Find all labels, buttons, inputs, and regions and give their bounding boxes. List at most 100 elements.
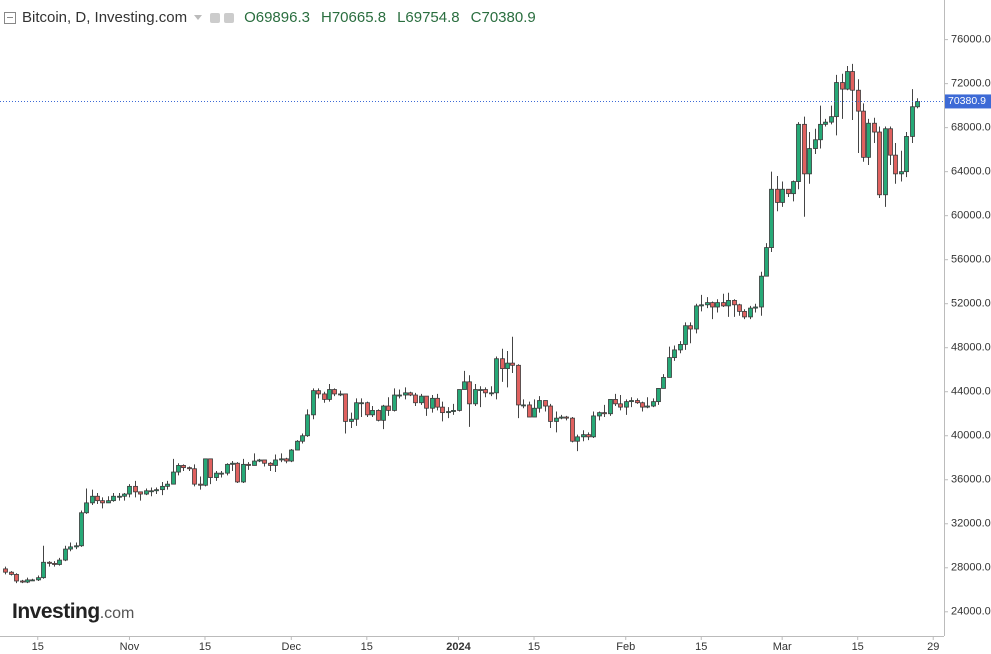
- candle-body: [570, 417, 575, 442]
- candle-body: [457, 389, 462, 411]
- x-tick-label: 29: [927, 641, 939, 653]
- candle-body: [365, 402, 370, 416]
- watermark-brand: Investing: [12, 600, 100, 623]
- candle-body: [877, 131, 882, 196]
- candle-body: [635, 400, 640, 404]
- candle-body: [742, 310, 747, 318]
- candle-body: [273, 459, 278, 466]
- candle-body: [295, 440, 300, 451]
- candle-body: [100, 500, 105, 504]
- candle-body: [225, 463, 230, 474]
- candle-body: [392, 394, 397, 411]
- candle-body: [192, 468, 197, 485]
- candle-body: [575, 436, 580, 442]
- y-tick-label: 76000.0: [951, 34, 991, 46]
- candle-body: [823, 121, 828, 125]
- y-tick-label: 44000.0: [951, 386, 991, 398]
- candle-body: [467, 381, 472, 405]
- candle-body: [111, 495, 116, 502]
- candle-body: [802, 123, 807, 175]
- y-tick-label: 52000.0: [951, 298, 991, 310]
- candle-body: [79, 512, 84, 547]
- candle-body: [370, 410, 375, 416]
- ohlc-value: 69896.3: [255, 9, 310, 26]
- candle-body: [473, 389, 478, 405]
- candle-body: [554, 417, 559, 422]
- settings-button[interactable]: [210, 12, 221, 23]
- candle-body: [564, 416, 569, 419]
- candle-body: [591, 415, 596, 438]
- candle-body: [559, 416, 564, 419]
- candle-body: [532, 407, 537, 418]
- candle-body: [117, 495, 122, 498]
- y-tick-label: 72000.0: [951, 78, 991, 90]
- candle-body: [818, 123, 823, 141]
- candle-body: [9, 571, 14, 575]
- candle-body: [683, 325, 688, 345]
- candle-body: [171, 471, 176, 485]
- candle-body: [52, 562, 57, 565]
- candle-body: [883, 128, 888, 196]
- candle-body: [537, 400, 542, 409]
- candle-body: [699, 304, 704, 307]
- candle-body: [149, 490, 154, 493]
- candle-body: [624, 401, 629, 408]
- candle-body: [872, 122, 877, 133]
- candle-body: [316, 390, 321, 395]
- candle-body: [510, 362, 515, 366]
- candle-body: [629, 400, 634, 403]
- candle-body: [861, 110, 866, 158]
- ohlc-value: 70380.9: [481, 9, 536, 26]
- candle-body: [63, 548, 68, 561]
- candle-body: [397, 394, 402, 397]
- x-tick-label: 15: [528, 641, 540, 653]
- candle-body: [813, 139, 818, 149]
- candle-body: [230, 462, 235, 465]
- candle-body: [262, 459, 267, 464]
- candle-body: [154, 489, 159, 492]
- candle-body: [651, 401, 656, 407]
- candle-body: [618, 403, 623, 408]
- candle-body: [127, 485, 132, 495]
- candle-body: [90, 495, 95, 504]
- y-tick-label: 56000.0: [951, 254, 991, 266]
- candle-body: [737, 304, 742, 312]
- candle-body: [656, 388, 661, 403]
- watermark: Investing.com: [12, 600, 134, 624]
- y-tick-label: 40000.0: [951, 430, 991, 442]
- y-tick-label: 28000.0: [951, 562, 991, 574]
- candle-body: [359, 402, 364, 405]
- y-tick-label: 36000.0: [951, 474, 991, 486]
- ohlc-key: C: [470, 9, 482, 26]
- dropdown-caret[interactable]: [194, 15, 203, 20]
- candle-body: [688, 325, 693, 330]
- candle-body: [413, 394, 418, 404]
- candle-body: [160, 485, 165, 491]
- candle-body: [381, 405, 386, 421]
- candle-body: [489, 392, 494, 395]
- candle-body: [796, 123, 801, 182]
- candle-body: [613, 399, 618, 405]
- candle-body: [910, 106, 915, 137]
- candle-body: [586, 434, 591, 438]
- x-tick-label: 2024: [446, 641, 471, 653]
- candle-body: [343, 393, 348, 422]
- candle-body: [726, 299, 731, 307]
- x-tick-label: 15: [199, 641, 211, 653]
- candle-body: [753, 306, 758, 309]
- close-button[interactable]: [224, 12, 235, 23]
- candle-body: [791, 181, 796, 195]
- candle-body: [451, 410, 456, 412]
- collapse-icon[interactable]: [4, 11, 16, 24]
- candle-body: [732, 299, 737, 306]
- watermark-domain: .com: [99, 605, 135, 622]
- candle-body: [36, 577, 41, 581]
- candle-body: [678, 344, 683, 351]
- candle-body: [640, 402, 645, 408]
- candle-body: [106, 500, 111, 504]
- y-tick-label: 68000.0: [951, 122, 991, 134]
- candle-body: [57, 559, 62, 565]
- candle-body: [181, 465, 186, 469]
